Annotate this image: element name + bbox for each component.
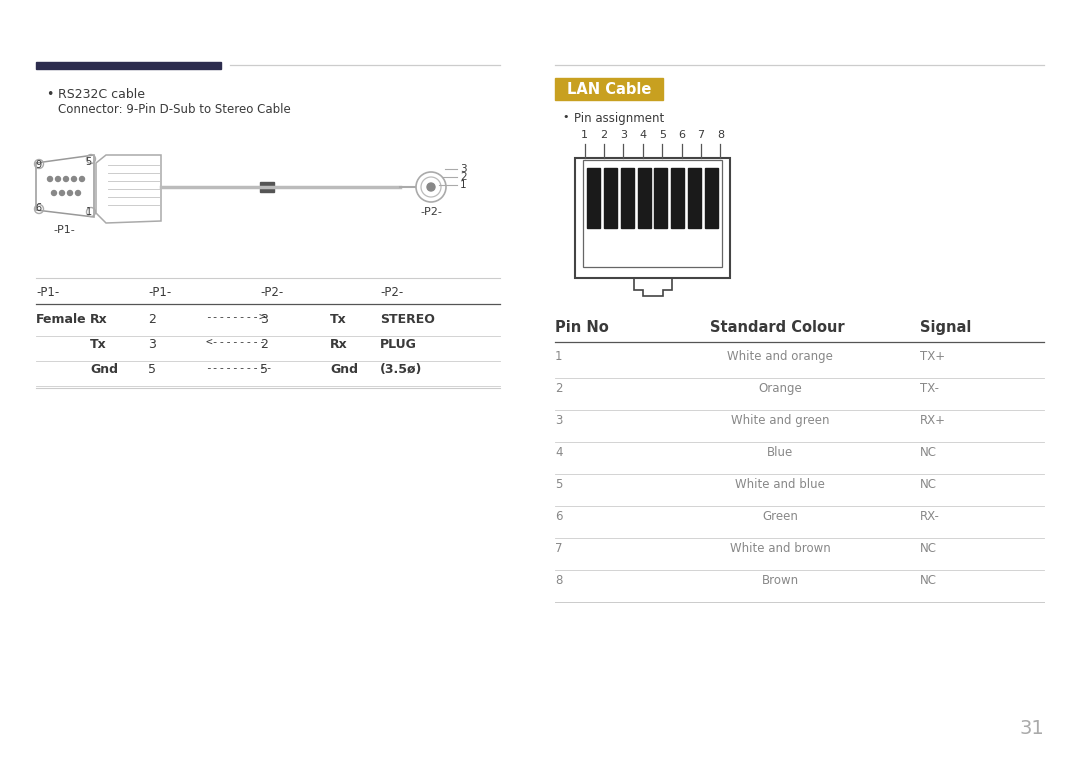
Text: 1: 1 (86, 207, 92, 217)
Text: Signal: Signal (920, 320, 971, 335)
Text: 2: 2 (260, 338, 268, 351)
Text: Rx: Rx (330, 338, 348, 351)
Text: 31: 31 (1020, 719, 1044, 738)
Text: 1: 1 (581, 130, 589, 140)
Text: 2: 2 (460, 172, 467, 182)
Text: 3: 3 (148, 338, 156, 351)
Text: 6: 6 (35, 203, 41, 213)
Text: -P2-: -P2- (420, 207, 442, 217)
Bar (705, 168, 718, 228)
Text: 4: 4 (555, 446, 563, 459)
Text: <--------: <-------- (205, 338, 266, 348)
Circle shape (427, 183, 435, 191)
Text: TX-: TX- (920, 382, 939, 395)
Circle shape (52, 191, 56, 195)
Text: -P1-: -P1- (148, 286, 172, 299)
Text: Blue: Blue (767, 446, 793, 459)
Text: LAN Cable: LAN Cable (567, 82, 651, 96)
Text: 7: 7 (555, 542, 563, 555)
Text: Orange: Orange (758, 382, 801, 395)
Text: Brown: Brown (761, 574, 798, 587)
Text: NC: NC (920, 478, 937, 491)
Bar (621, 168, 634, 228)
Bar (654, 168, 667, 228)
Bar (586, 168, 599, 228)
Text: 1: 1 (555, 350, 563, 363)
Text: Standard Colour: Standard Colour (710, 320, 845, 335)
Bar (604, 168, 617, 228)
Text: (3.5ø): (3.5ø) (380, 363, 422, 376)
Text: Female: Female (36, 313, 86, 326)
Text: Connector: 9-Pin D-Sub to Stereo Cable: Connector: 9-Pin D-Sub to Stereo Cable (58, 103, 291, 116)
Text: RS232C cable: RS232C cable (58, 88, 145, 101)
Text: 4: 4 (639, 130, 646, 140)
Text: 2: 2 (600, 130, 608, 140)
Text: Rx: Rx (90, 313, 108, 326)
Text: Green: Green (762, 510, 798, 523)
Text: 3: 3 (260, 313, 268, 326)
Bar (575, 158, 730, 278)
Text: •: • (46, 88, 53, 101)
Text: -P2-: -P2- (380, 286, 403, 299)
Text: PLUG: PLUG (380, 338, 417, 351)
Text: 6: 6 (678, 130, 685, 140)
Bar (555, 78, 663, 100)
Text: White and orange: White and orange (727, 350, 833, 363)
Circle shape (80, 176, 84, 182)
Bar (36, 62, 221, 69)
Text: Gnd: Gnd (330, 363, 357, 376)
Text: -------->: --------> (205, 313, 266, 323)
Circle shape (71, 176, 77, 182)
Text: NC: NC (920, 542, 937, 555)
Text: STEREO: STEREO (380, 313, 435, 326)
Text: 2: 2 (555, 382, 563, 395)
Bar (637, 168, 650, 228)
Bar (688, 168, 701, 228)
Text: TX+: TX+ (920, 350, 945, 363)
Text: 3: 3 (555, 414, 563, 427)
Circle shape (59, 191, 65, 195)
Circle shape (48, 176, 53, 182)
Text: White and green: White and green (731, 414, 829, 427)
Text: RX-: RX- (920, 510, 940, 523)
Text: Tx: Tx (90, 338, 107, 351)
Text: RX+: RX+ (920, 414, 946, 427)
Text: NC: NC (920, 446, 937, 459)
Text: NC: NC (920, 574, 937, 587)
Bar (583, 160, 723, 267)
Text: •: • (562, 112, 568, 122)
Text: ----------: ---------- (205, 363, 272, 373)
Text: Gnd: Gnd (90, 363, 118, 376)
Text: 3: 3 (620, 130, 626, 140)
Text: 2: 2 (148, 313, 156, 326)
Bar (260, 182, 274, 192)
Text: -P1-: -P1- (36, 286, 59, 299)
Text: 6: 6 (555, 510, 563, 523)
Text: 1: 1 (460, 180, 467, 190)
Text: Pin No: Pin No (555, 320, 609, 335)
Text: 8: 8 (717, 130, 724, 140)
Text: 9: 9 (35, 160, 41, 170)
Circle shape (64, 176, 68, 182)
Text: 8: 8 (555, 574, 563, 587)
Circle shape (55, 176, 60, 182)
Text: 5: 5 (85, 157, 91, 167)
Text: 3: 3 (460, 164, 467, 174)
Text: -P1-: -P1- (53, 225, 75, 235)
Circle shape (67, 191, 72, 195)
Text: 5: 5 (260, 363, 268, 376)
Text: -P2-: -P2- (260, 286, 283, 299)
Bar (672, 168, 685, 228)
Text: 5: 5 (555, 478, 563, 491)
Text: 5: 5 (659, 130, 665, 140)
Text: Tx: Tx (330, 313, 347, 326)
Text: White and brown: White and brown (730, 542, 831, 555)
Text: 7: 7 (698, 130, 704, 140)
Text: White and blue: White and blue (735, 478, 825, 491)
Text: 5: 5 (148, 363, 156, 376)
Text: Pin assignment: Pin assignment (573, 112, 664, 125)
Circle shape (76, 191, 81, 195)
